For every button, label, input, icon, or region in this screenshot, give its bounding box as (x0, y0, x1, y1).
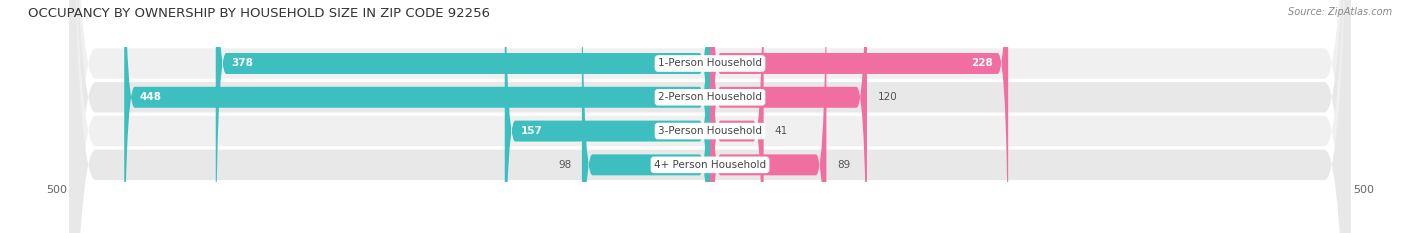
Text: 448: 448 (141, 92, 162, 102)
FancyBboxPatch shape (69, 0, 1351, 233)
Text: 41: 41 (775, 126, 787, 136)
FancyBboxPatch shape (710, 0, 868, 233)
FancyBboxPatch shape (69, 0, 1351, 233)
Text: 120: 120 (877, 92, 897, 102)
Text: 98: 98 (558, 160, 571, 170)
Text: 378: 378 (232, 58, 253, 69)
Text: 1-Person Household: 1-Person Household (658, 58, 762, 69)
Text: 228: 228 (970, 58, 993, 69)
Text: 157: 157 (520, 126, 543, 136)
FancyBboxPatch shape (582, 0, 710, 233)
FancyBboxPatch shape (124, 0, 710, 233)
Text: OCCUPANCY BY OWNERSHIP BY HOUSEHOLD SIZE IN ZIP CODE 92256: OCCUPANCY BY OWNERSHIP BY HOUSEHOLD SIZE… (28, 7, 491, 20)
Text: 4+ Person Household: 4+ Person Household (654, 160, 766, 170)
FancyBboxPatch shape (505, 0, 710, 233)
Legend: Owner-occupied, Renter-occupied: Owner-occupied, Renter-occupied (586, 231, 834, 233)
FancyBboxPatch shape (710, 0, 1008, 233)
Text: 3-Person Household: 3-Person Household (658, 126, 762, 136)
FancyBboxPatch shape (69, 0, 1351, 233)
FancyBboxPatch shape (215, 0, 710, 233)
FancyBboxPatch shape (710, 0, 763, 233)
FancyBboxPatch shape (710, 0, 827, 233)
Text: 2-Person Household: 2-Person Household (658, 92, 762, 102)
FancyBboxPatch shape (69, 0, 1351, 233)
Text: 89: 89 (837, 160, 851, 170)
Text: Source: ZipAtlas.com: Source: ZipAtlas.com (1288, 7, 1392, 17)
